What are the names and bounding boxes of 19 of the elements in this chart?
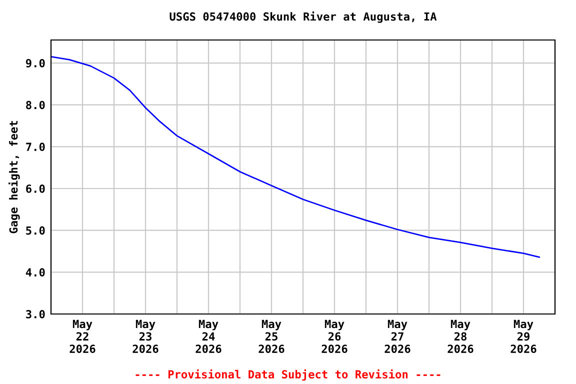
y-tick-label: 8.0 [26, 100, 45, 110]
chart-title: USGS 05474000 Skunk River at Augusta, IA [170, 12, 437, 23]
y-tick-label: 4.0 [26, 268, 45, 277]
x-tick-label: May 29 2026 [510, 320, 536, 354]
text: ---- Provisional Data Subject to Revision ---- [136, 369, 440, 381]
y-axis-title: Gage height, feet [8, 121, 20, 234]
x-tick-label: May 23 2026 [132, 320, 158, 354]
x-tick-label: May 25 2026 [258, 320, 284, 354]
x-tick-label: May 28 2026 [448, 320, 474, 354]
y-tick-label: 3.0 [26, 310, 45, 318]
y-tick-label: 9.0 [26, 58, 45, 68]
y-tick-label: 7.0 [26, 142, 45, 152]
line-series [51, 56, 540, 258]
x-tick-label: May 22 2026 [70, 320, 96, 354]
y-tick-label: 6.0 [26, 184, 45, 193]
x-tick-label: May 24 2026 [196, 320, 222, 354]
y-tick-label: 5.0 [26, 226, 45, 235]
x-tick-label: May 26 2026 [322, 320, 348, 354]
x-tick-label: May 27 2026 [384, 320, 410, 354]
